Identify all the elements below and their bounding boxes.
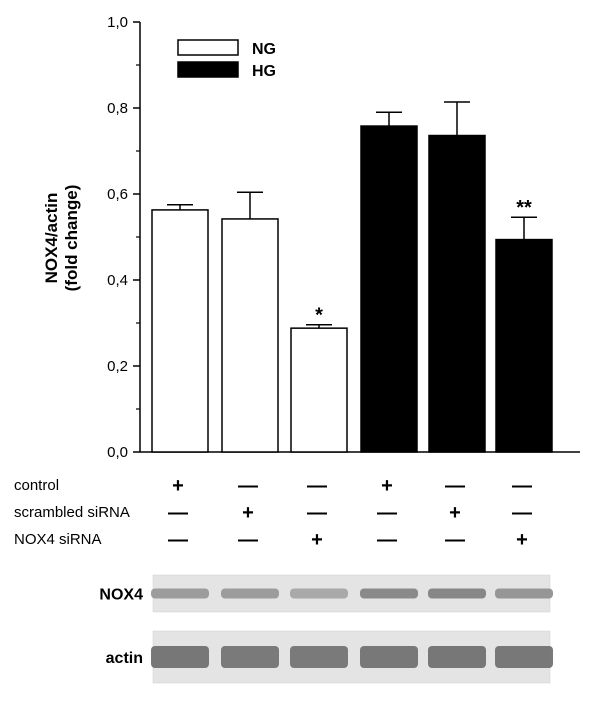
significance-marker: ** (516, 197, 532, 219)
minus-sign: — (377, 529, 397, 551)
blot-band (495, 588, 553, 599)
y-tick-label: 1,0 (107, 14, 128, 31)
western-blots: NOX4 actin (99, 574, 553, 684)
axes: 0,0 0,2 0,4 0,6 0,8 1,0 NOX4/actin(fold change… (42, 14, 580, 461)
minus-sign: — (238, 529, 258, 551)
bar (290, 327, 348, 453)
blot-band (428, 588, 486, 599)
minus-sign: — (307, 475, 327, 497)
y-tick-label: 0,2 (107, 358, 128, 375)
y-axis-label: NOX4/actin(fold change) (42, 185, 81, 292)
y-axis-label-line: (fold change) (62, 185, 81, 292)
legend-label: HG (252, 63, 276, 80)
minus-sign: — (168, 529, 188, 551)
plus-sign: + (381, 475, 393, 497)
blot-strip (152, 630, 551, 684)
plus-sign: + (172, 475, 184, 497)
blot-band (290, 646, 348, 668)
blot-strip (152, 574, 551, 613)
blot-band (221, 646, 279, 668)
y-axis-label-line: NOX4/actin (42, 193, 61, 284)
blot-band (290, 588, 348, 599)
minus-sign: — (445, 475, 465, 497)
blot-band (221, 588, 279, 599)
condition-table: control + — — + — — scrambled siRNA — + — — + — NOX4 s… (14, 475, 532, 551)
plus-sign: + (242, 502, 254, 524)
blot-label: NOX4 (99, 587, 143, 604)
y-tick-label: 0,4 (107, 272, 128, 289)
bar (151, 209, 209, 453)
blot-band (151, 588, 209, 599)
minus-sign: — (307, 502, 327, 524)
y-tick-label: 0,0 (107, 444, 128, 461)
blot-band (495, 646, 553, 668)
legend-label: NG (252, 41, 276, 58)
minus-sign: — (512, 502, 532, 524)
bars: *** (151, 101, 553, 453)
y-tick-label: 0,6 (107, 186, 128, 203)
bar (221, 218, 279, 453)
plus-sign: + (311, 529, 323, 551)
significance-marker: * (315, 305, 323, 327)
condition-label: control (14, 477, 59, 494)
blot-band (360, 588, 418, 599)
y-tick-label: 0,8 (107, 100, 128, 117)
blot-band (360, 646, 418, 668)
minus-sign: — (168, 502, 188, 524)
bar (495, 238, 553, 453)
bar (360, 125, 418, 453)
plus-sign: + (516, 529, 528, 551)
blot-band (428, 646, 486, 668)
minus-sign: — (512, 475, 532, 497)
blot-label: actin (106, 650, 143, 667)
legend: NG HG (177, 39, 276, 80)
minus-sign: — (238, 475, 258, 497)
condition-label: scrambled siRNA (14, 504, 130, 521)
bar (428, 134, 486, 453)
legend-swatch (177, 39, 239, 56)
plus-sign: + (449, 502, 461, 524)
blot-band (151, 646, 209, 668)
legend-swatch (177, 61, 239, 78)
minus-sign: — (377, 502, 397, 524)
minus-sign: — (445, 529, 465, 551)
condition-label: NOX4 siRNA (14, 531, 102, 548)
